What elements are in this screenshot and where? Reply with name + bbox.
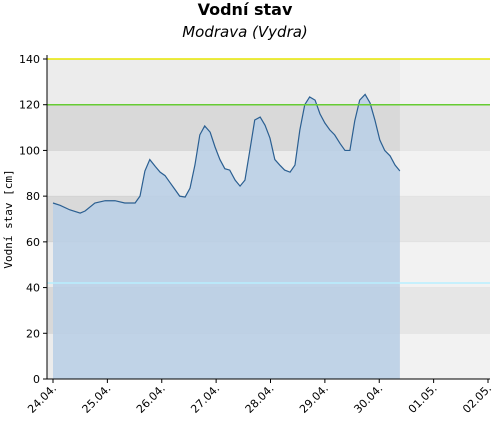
- chart-subtitle: Modrava (Vydra): [182, 23, 308, 41]
- x-tick-label: 24.04.: [25, 382, 59, 416]
- grid-band: [47, 59, 490, 105]
- y-tick-label: 40: [26, 282, 40, 295]
- area-line: [52, 93, 401, 214]
- x-tick-label: 30.04.: [351, 382, 385, 416]
- area-fill: [53, 94, 400, 379]
- x-tick-label: 01.05.: [406, 382, 440, 416]
- chart-title: Vodní stav: [198, 0, 293, 19]
- x-tick-label: 27.04.: [188, 382, 222, 416]
- y-tick-label: 140: [19, 53, 40, 66]
- x-tick-label: 28.04.: [243, 382, 277, 416]
- y-tick-label: 100: [19, 144, 40, 157]
- x-tick-label: 25.04.: [80, 382, 114, 416]
- y-tick-label: 0: [33, 373, 40, 386]
- y-tick-label: 20: [26, 327, 40, 340]
- x-tick-label: 29.04.: [297, 382, 331, 416]
- y-tick-label: 60: [26, 236, 40, 249]
- x-tick-label: 02.05.: [460, 382, 494, 416]
- x-tick-label: 26.04.: [134, 382, 168, 416]
- y-tick-label: 120: [19, 99, 40, 112]
- y-tick-label: 80: [26, 190, 40, 203]
- future-shade: [399, 59, 490, 379]
- y-axis-label: Vodní stav [cm]: [2, 169, 15, 268]
